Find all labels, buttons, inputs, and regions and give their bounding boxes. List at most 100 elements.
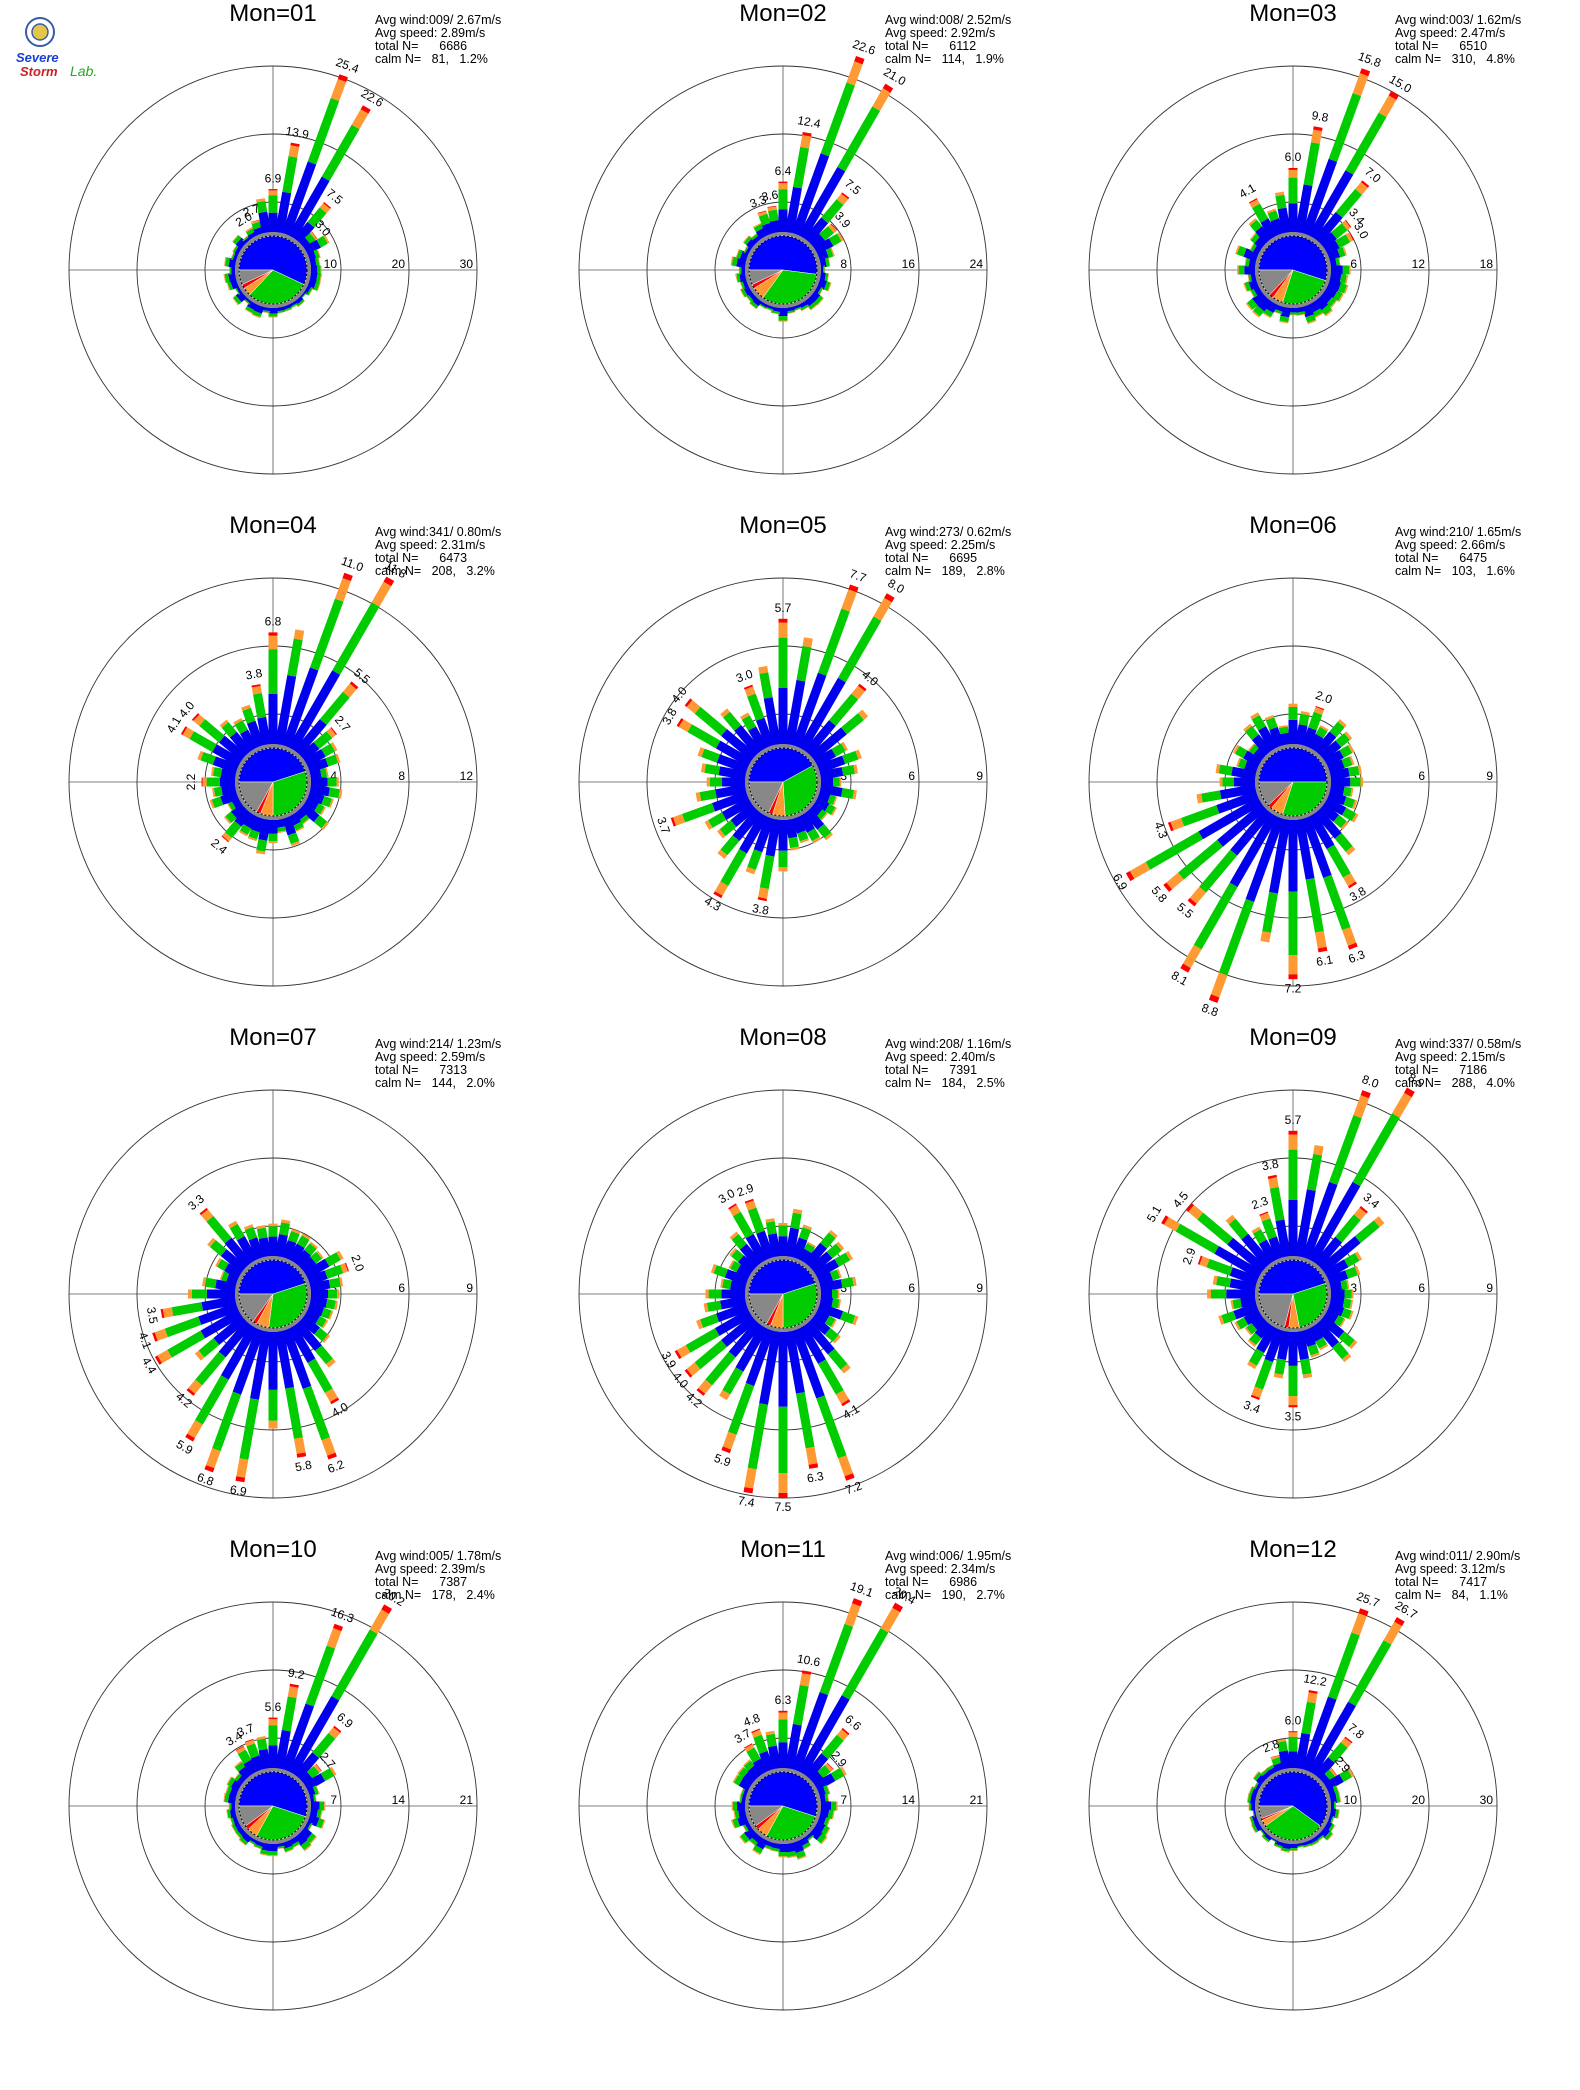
spoke-bin-1: [823, 1785, 830, 1796]
stats-line: Avg wind:006/ 1.95m/s: [885, 1549, 1012, 1563]
spoke-bin-1: [234, 720, 248, 734]
spoke-stub: [300, 759, 309, 769]
spoke: [225, 1784, 243, 1799]
spoke-bin-0: [759, 1750, 775, 1772]
spoke-labeled: [744, 1198, 776, 1264]
spoke: [291, 1829, 312, 1852]
spoke-bin-1: [283, 1845, 294, 1853]
spoke: [1325, 1807, 1340, 1819]
calm-slice: [238, 269, 274, 285]
spoke-bin-1: [244, 1226, 258, 1241]
spoke-bin-0: [764, 1840, 775, 1848]
spoke-stub: [751, 754, 760, 764]
spoke-stub: [815, 271, 822, 282]
spoke-stub: [245, 293, 255, 302]
spoke-bin-0: [220, 1249, 247, 1274]
spoke-bin-2: [322, 1334, 330, 1343]
spoke-bin-0: [1253, 1821, 1263, 1832]
logo-seal-core: [31, 23, 49, 41]
spoke: [730, 256, 751, 269]
spoke-bin-2: [1353, 1095, 1370, 1119]
spoke-bin-0: [309, 1296, 328, 1308]
spoke-bin-0: [785, 679, 806, 746]
spoke-bin-0: [730, 802, 757, 827]
spoke: [303, 1813, 326, 1829]
spoke-stub: [765, 744, 776, 752]
spoke-bin-1: [1348, 1640, 1392, 1707]
spoke-bin-0: [714, 1309, 753, 1336]
spoke-bin-0: [261, 306, 271, 312]
spoke-bin-0: [803, 1832, 813, 1841]
spoke-stub: [274, 1838, 285, 1845]
spoke-bin-0: [299, 1256, 317, 1274]
spoke-bin-1: [320, 1768, 335, 1782]
spoke-bin-2: [797, 1855, 807, 1861]
spoke-bin-3: [204, 1465, 215, 1473]
wind-rose-plot: 3 6 94.17.26.37.57.45.94.24.03.93.02.9: [578, 1089, 988, 1514]
spoke-stub: [801, 1317, 811, 1326]
stats-line: calm N= 144, 2.0%: [375, 1076, 495, 1090]
spoke-bin-0: [711, 790, 749, 812]
spoke-bin-0: [798, 1248, 812, 1264]
spoke-bin-2: [830, 247, 835, 257]
spoke-bin-0: [1280, 306, 1291, 318]
spoke-bin-0: [221, 784, 237, 796]
calm-pie: [1258, 235, 1328, 305]
spoke-bin-1: [1218, 898, 1255, 976]
spoke-bin-1: [1260, 1768, 1269, 1777]
spoke-bin-0: [809, 1771, 824, 1786]
stats-line: total N= 6510: [1395, 39, 1488, 53]
spoke: [286, 809, 305, 832]
spoke: [1325, 271, 1349, 285]
spoke-stub: [771, 743, 782, 750]
spoke-bin-0: [745, 1233, 768, 1264]
spoke-stub: [1254, 271, 1261, 282]
spoke-bin-0: [739, 1243, 763, 1268]
ring-label: 12: [1412, 257, 1426, 271]
spoke-bin-2: [1339, 1318, 1346, 1328]
spoke-stub: [305, 1794, 312, 1805]
spoke-stub: [235, 1813, 243, 1824]
spoke-bin-2: [799, 838, 810, 844]
wind-rose-plot: 3 6 95.78.0 8.93.43.53.42.95.14.5 2.33.8: [1088, 1070, 1498, 1499]
spoke-stub: [241, 754, 250, 764]
stats-line: total N= 6695: [885, 551, 978, 565]
spoke-labeled: [1270, 1755, 1286, 1776]
stats-line: Avg wind:008/ 2.52m/s: [885, 13, 1012, 27]
spoke-labeled: [1316, 219, 1352, 252]
spoke-bin-2: [1340, 821, 1349, 830]
spoke-bin-2: [219, 719, 229, 728]
calm-circle: [238, 747, 308, 817]
spoke-bin-1: [1312, 308, 1323, 317]
spoke: [207, 1237, 250, 1276]
spoke-stub: [1257, 795, 1266, 805]
spoke-bin-2: [852, 1315, 859, 1326]
spoke-label: 6.0: [1285, 1713, 1302, 1727]
spoke-bin-2: [1345, 846, 1356, 856]
spoke-stub: [806, 1312, 815, 1322]
spoke-bin-1: [1306, 1153, 1323, 1191]
spoke-bin-1: [704, 763, 721, 776]
spoke-bin-2: [835, 1390, 849, 1404]
spoke: [274, 814, 287, 834]
spoke-bin-2: [1249, 232, 1257, 241]
spoke-bin-2: [1251, 1226, 1261, 1234]
spoke-bin-2: [748, 1839, 756, 1847]
spoke: [813, 749, 862, 775]
ring-3: [1088, 577, 1498, 987]
spoke-bin-0: [819, 784, 843, 797]
spoke-stub: [300, 1819, 309, 1829]
spoke-bin-0: [1319, 802, 1340, 822]
spokes: [674, 1198, 859, 1498]
spoke-stub: [280, 300, 291, 308]
spoke-stub: [744, 1794, 751, 1805]
spoke-bin-2: [752, 1849, 761, 1856]
spoke-stub: [303, 1276, 311, 1287]
spoke-stub: [1270, 746, 1280, 755]
spoke-bin-1: [247, 1839, 257, 1846]
spoke: [752, 1833, 770, 1856]
spoke-stub: [765, 812, 776, 820]
logo-text-severe: Severe: [16, 50, 59, 65]
spoke-stub: [255, 1768, 266, 1776]
spoke-bin-2: [336, 1250, 344, 1261]
